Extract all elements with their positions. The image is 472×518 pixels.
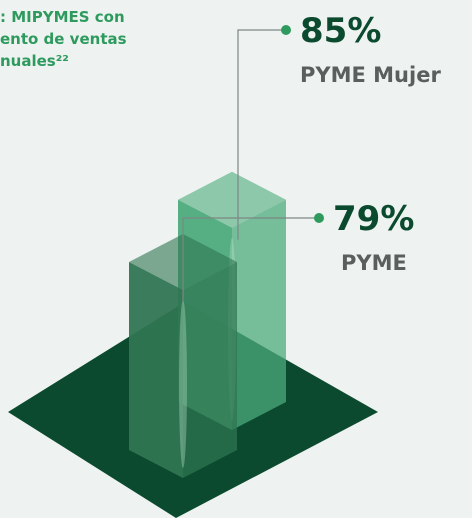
bar-right-face [183, 261, 237, 478]
bars [129, 171, 286, 478]
value-label: 79% [333, 199, 414, 239]
leader-dot [314, 213, 324, 223]
category-label: PYME [341, 251, 407, 275]
leader-line [182, 217, 319, 302]
leader-dot [281, 25, 291, 35]
bar-left-face [129, 261, 183, 478]
bar-right-face [232, 199, 286, 430]
title-line: : MIPYMES con [0, 8, 125, 26]
bar-highlight [179, 299, 187, 468]
leader-line [237, 29, 286, 240]
title-line: nuales²² [0, 52, 69, 70]
labels: 85% PYME Mujer 79% PYME [182, 11, 441, 302]
title-line: ento de ventas [0, 30, 127, 48]
category-label: PYME Mujer [300, 63, 441, 87]
value-label: 85% [300, 11, 381, 51]
bar-top-face [178, 171, 286, 228]
bar [129, 233, 237, 478]
